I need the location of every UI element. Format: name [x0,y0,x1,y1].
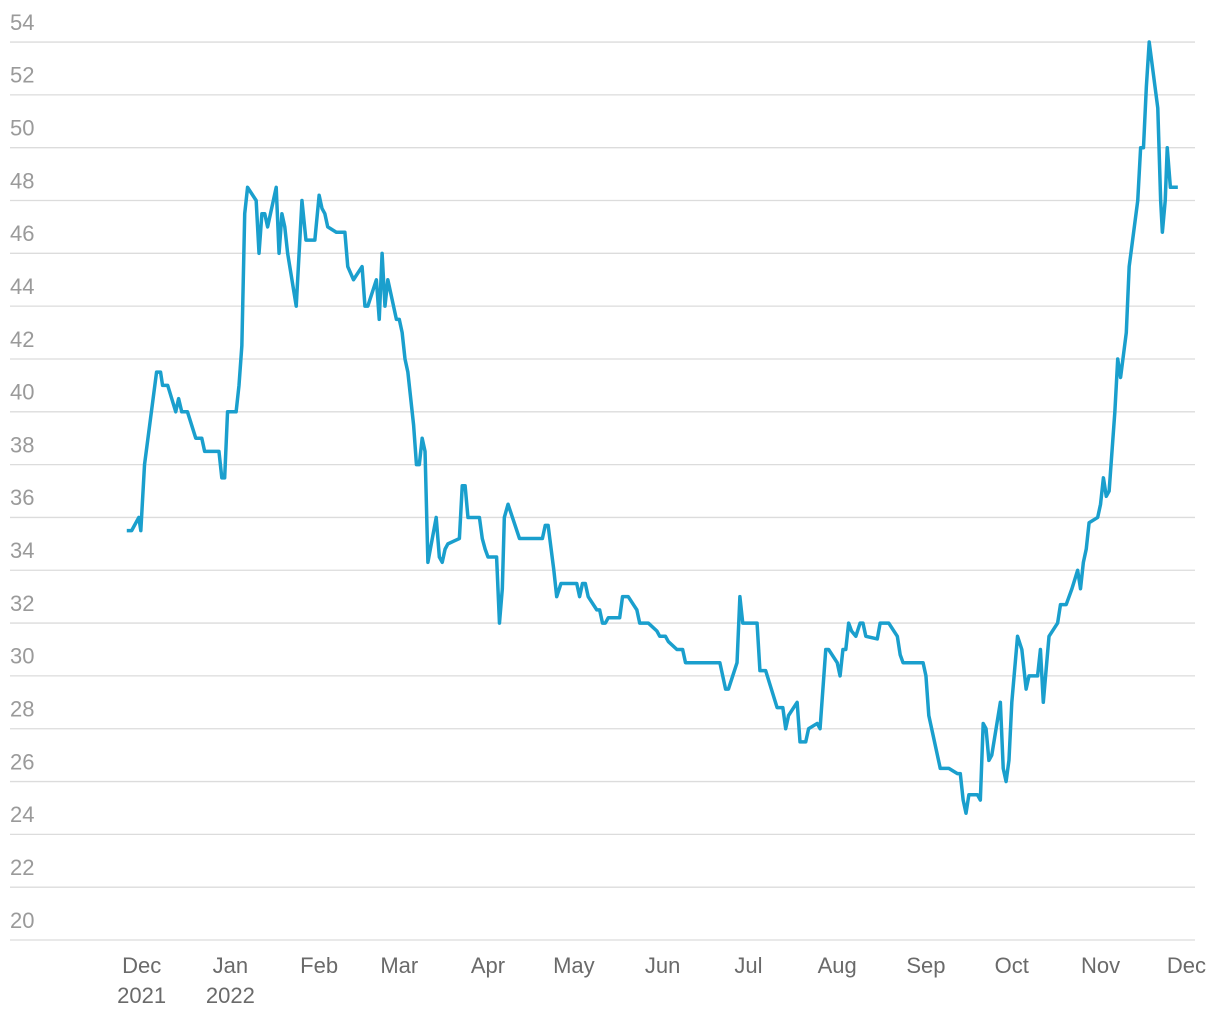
y-tick-label: 36 [10,485,34,510]
y-tick-label: 30 [10,644,34,669]
y-tick-label: 28 [10,697,34,722]
y-tick-label: 40 [10,380,34,405]
y-tick-label: 48 [10,168,34,193]
y-tick-label: 38 [10,432,34,457]
y-tick-label: 52 [10,63,34,88]
data-line [126,40,1178,815]
y-tick-label: 26 [10,749,34,774]
y-tick-label: 44 [10,274,34,299]
x-tick-label: Nov [1080,953,1121,978]
x-tick-label: Mar [380,953,419,978]
y-tick-label: 20 [10,908,34,933]
x-tick-label: Jul [734,953,763,978]
x-tick-label: Aug [817,953,857,978]
y-tick-label: 22 [10,855,34,880]
y-tick-label: 46 [10,221,34,246]
x-tick-label: Jun [644,953,681,978]
y-tick-label: 54 [10,10,34,35]
x-tick-label: Jan 2022 [205,953,255,1008]
y-tick-label: 32 [10,591,34,616]
x-tick-label: Apr [470,953,506,978]
x-tick-label: Dec [1166,953,1206,978]
y-tick-label: 24 [10,802,34,827]
x-tick-label: Sep [906,953,946,978]
x-tick-label: Oct [994,953,1029,978]
y-tick-label: 34 [10,538,34,563]
x-tick-label: Feb [300,953,339,978]
x-tick-label: May [553,953,595,978]
x-tick-label: Dec 2021 [117,953,167,1008]
y-tick-label: 42 [10,327,34,352]
y-tick-label: 50 [10,116,34,141]
